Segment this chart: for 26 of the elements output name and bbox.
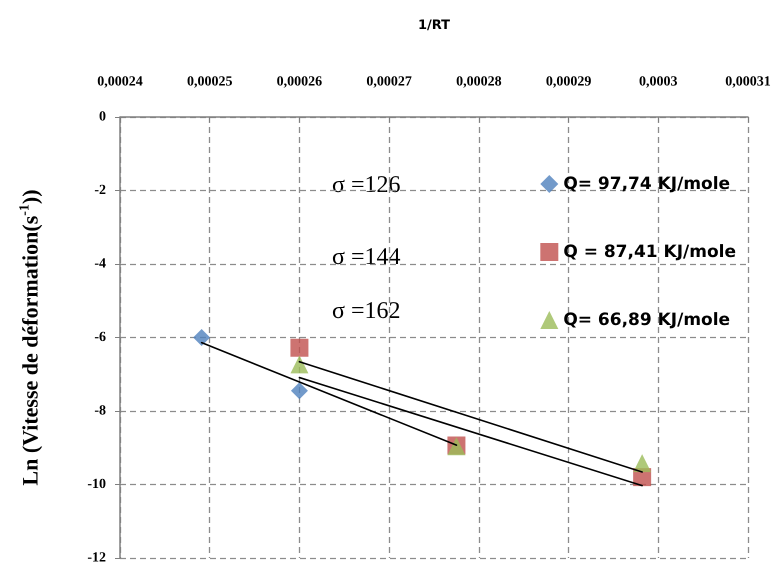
point [290,382,308,400]
legend-label: Q= 66,89 KJ/mole [563,310,730,330]
point [290,355,308,374]
x-tick-label: 0,00028 [456,74,502,90]
legend-label: Q= 97,74 KJ/mole [563,174,730,194]
x-tick-label: 0,00026 [276,74,322,90]
annotation: σ =162 [332,298,400,324]
y-tick-label: -8 [94,404,106,418]
y-tick-label: 0 [99,110,106,124]
y-tick-label: -6 [94,330,106,345]
x-tick-label: 0,00031 [725,74,771,90]
x-axis-title: 1/RT [418,18,450,33]
point [193,329,210,346]
legend-label: Q = 87,41 KJ/mole [563,242,736,262]
x-tick-label: 0,00025 [186,74,232,90]
y-tick-label: -4 [94,256,106,272]
annotation: σ =144 [332,244,400,270]
y-tick-label: -10 [87,477,106,492]
point [290,338,308,357]
y-axis-title: Ln (Vitesse de déformation(s-1)) [18,189,42,486]
y-tick-label: -2 [94,183,106,198]
x-tick-label: 0,00024 [97,74,143,90]
x-tick-label: 0,00029 [546,74,592,90]
y-tick-label: -12 [87,550,106,566]
x-tick-label: 0,0003 [639,74,678,90]
x-tick-label: 0,00027 [366,74,412,90]
